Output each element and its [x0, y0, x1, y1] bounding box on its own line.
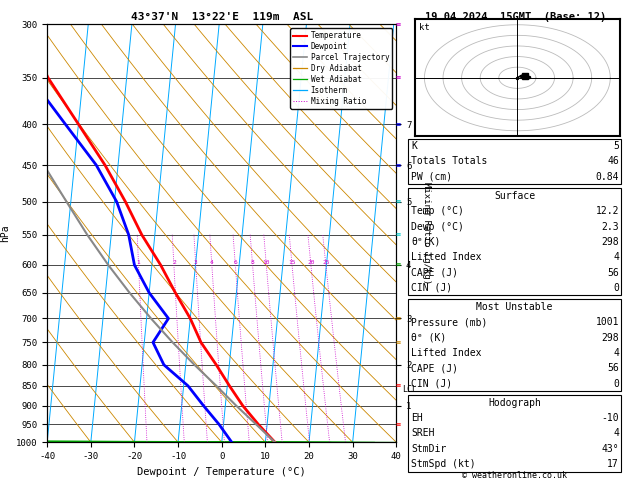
Text: 12.2: 12.2 — [596, 206, 619, 216]
Text: -10: -10 — [601, 413, 619, 423]
Text: Most Unstable: Most Unstable — [476, 302, 553, 312]
Text: Lifted Index: Lifted Index — [411, 348, 482, 358]
Text: 4: 4 — [210, 260, 214, 265]
Text: ≡: ≡ — [396, 197, 401, 206]
Text: 25: 25 — [322, 260, 330, 265]
Text: Totals Totals: Totals Totals — [411, 156, 487, 167]
Text: LCL: LCL — [402, 385, 417, 395]
Text: 20: 20 — [307, 260, 314, 265]
Text: StmDir: StmDir — [411, 444, 447, 454]
Text: ≡: ≡ — [396, 420, 401, 429]
Text: 4: 4 — [613, 252, 619, 262]
Text: 0: 0 — [613, 283, 619, 293]
Text: CAPE (J): CAPE (J) — [411, 363, 459, 373]
Text: 8: 8 — [251, 260, 255, 265]
Text: Lifted Index: Lifted Index — [411, 252, 482, 262]
Text: SREH: SREH — [411, 428, 435, 438]
Text: kt: kt — [420, 23, 430, 32]
Text: ≡: ≡ — [396, 120, 401, 129]
Text: 4: 4 — [613, 428, 619, 438]
Text: 19.04.2024  15GMT  (Base: 12): 19.04.2024 15GMT (Base: 12) — [425, 12, 606, 22]
Text: 0: 0 — [613, 379, 619, 389]
Text: Temp (°C): Temp (°C) — [411, 206, 464, 216]
Text: 17: 17 — [607, 459, 619, 469]
Legend: Temperature, Dewpoint, Parcel Trajectory, Dry Adiabat, Wet Adiabat, Isotherm, Mi: Temperature, Dewpoint, Parcel Trajectory… — [290, 28, 392, 109]
Text: CIN (J): CIN (J) — [411, 379, 452, 389]
Text: ≡: ≡ — [396, 160, 401, 170]
X-axis label: Dewpoint / Temperature (°C): Dewpoint / Temperature (°C) — [137, 467, 306, 477]
Text: 1: 1 — [136, 260, 140, 265]
Text: 15: 15 — [288, 260, 296, 265]
Text: 3: 3 — [194, 260, 198, 265]
Text: PW (cm): PW (cm) — [411, 172, 452, 182]
Text: ≡: ≡ — [396, 260, 401, 269]
Text: 6: 6 — [233, 260, 237, 265]
Y-axis label: Mixing Ratio (g/kg): Mixing Ratio (g/kg) — [422, 182, 431, 284]
Text: ≡: ≡ — [396, 73, 401, 82]
Y-axis label: hPa: hPa — [1, 225, 11, 242]
Text: ≡: ≡ — [396, 338, 401, 347]
Text: 10: 10 — [262, 260, 270, 265]
Text: Surface: Surface — [494, 191, 535, 201]
Text: ≡: ≡ — [396, 382, 401, 390]
Text: 0.84: 0.84 — [596, 172, 619, 182]
Text: StmSpd (kt): StmSpd (kt) — [411, 459, 476, 469]
Text: 2: 2 — [172, 260, 175, 265]
Text: ≡: ≡ — [396, 230, 401, 239]
Text: Dewp (°C): Dewp (°C) — [411, 222, 464, 232]
Text: CAPE (J): CAPE (J) — [411, 267, 459, 278]
Text: ≡: ≡ — [396, 20, 401, 29]
Text: 43°: 43° — [601, 444, 619, 454]
Text: θᵉ(K): θᵉ(K) — [411, 237, 441, 247]
Text: K: K — [411, 141, 417, 151]
Text: θᵉ (K): θᵉ (K) — [411, 332, 447, 343]
Text: 298: 298 — [601, 332, 619, 343]
Title: 43°37'N  13°22'E  119m  ASL: 43°37'N 13°22'E 119m ASL — [131, 12, 313, 22]
Text: EH: EH — [411, 413, 423, 423]
Text: 4: 4 — [613, 348, 619, 358]
Text: 5: 5 — [613, 141, 619, 151]
Text: 2.3: 2.3 — [601, 222, 619, 232]
Text: Hodograph: Hodograph — [488, 398, 541, 408]
Text: 46: 46 — [607, 156, 619, 167]
Text: 298: 298 — [601, 237, 619, 247]
Text: 1001: 1001 — [596, 317, 619, 328]
Text: 56: 56 — [607, 363, 619, 373]
Text: ≡: ≡ — [396, 314, 401, 323]
Text: © weatheronline.co.uk: © weatheronline.co.uk — [462, 471, 567, 480]
Text: CIN (J): CIN (J) — [411, 283, 452, 293]
Text: 56: 56 — [607, 267, 619, 278]
Text: Pressure (mb): Pressure (mb) — [411, 317, 487, 328]
